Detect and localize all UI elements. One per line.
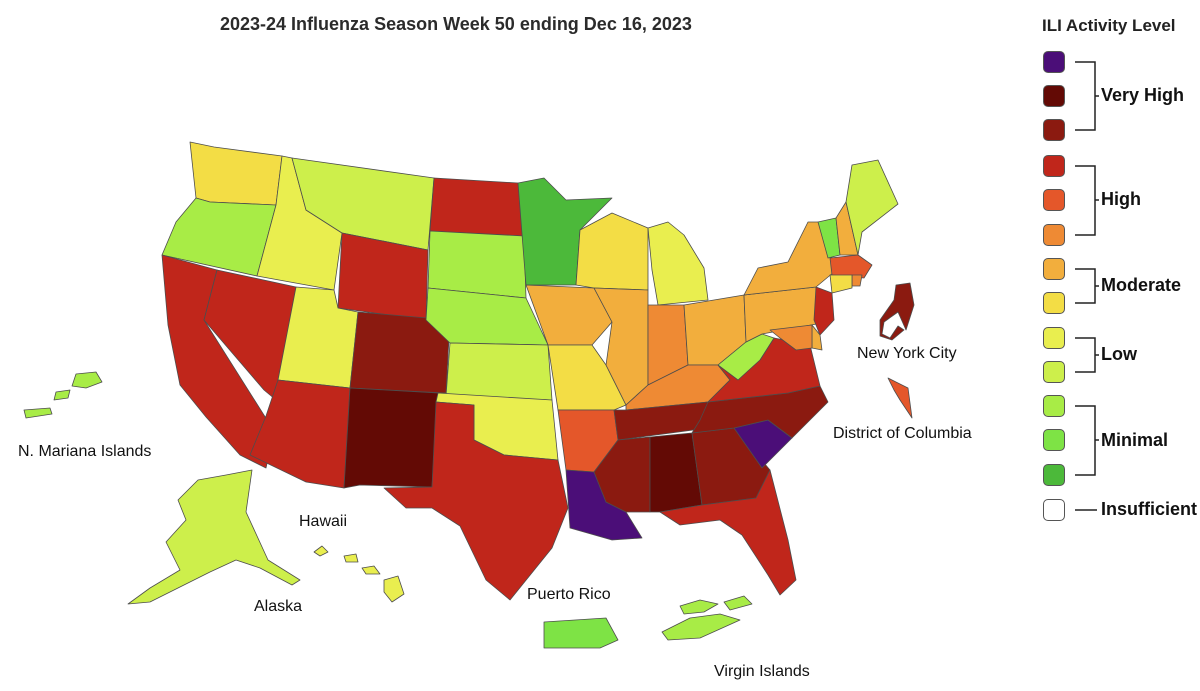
state-WA	[189, 141, 283, 206]
state-NM	[343, 387, 439, 489]
inset-DC	[887, 377, 913, 419]
legend-swatch-2	[1043, 429, 1065, 451]
label-virgin-islands: Virgin Islands	[714, 663, 810, 680]
map-title: 2023-24 Influenza Season Week 50 ending …	[220, 14, 692, 34]
legend-swatch-9	[1043, 189, 1065, 211]
state-ND	[429, 177, 525, 237]
legend-swatch-10	[1043, 155, 1065, 177]
legend-swatch-4	[1043, 361, 1065, 383]
inset-MP-1	[71, 371, 103, 389]
state-SD	[427, 230, 527, 299]
inset-NYC	[879, 282, 915, 341]
legend-title: ILI Activity Level	[1042, 16, 1176, 35]
legend-swatch-3	[1043, 395, 1065, 417]
inset-PR	[543, 617, 619, 649]
label-puerto-rico: Puerto Rico	[527, 586, 611, 603]
legend-swatch-1	[1043, 464, 1065, 486]
state-MD	[769, 324, 813, 351]
legend-swatch-5	[1043, 327, 1065, 349]
state-MA	[829, 254, 873, 279]
state-WI	[575, 212, 649, 291]
inset-HI-2	[343, 553, 359, 563]
legend-minimal: Minimal	[1101, 430, 1169, 450]
legend-low: Low	[1101, 344, 1137, 364]
inset-MP-2	[53, 389, 71, 401]
us-ili-map	[23, 141, 915, 649]
inset-HI-3	[361, 565, 381, 575]
label-alaska: Alaska	[254, 598, 303, 615]
legend-swatch-11	[1043, 119, 1065, 141]
state-NJ	[813, 286, 835, 336]
legend-swatch-13	[1043, 51, 1065, 73]
legend-swatch-6	[1043, 292, 1065, 314]
legend-moderate: Moderate	[1101, 275, 1182, 295]
inset-HI-1	[313, 545, 329, 557]
state-RI	[851, 274, 863, 287]
state-MI	[647, 221, 709, 306]
inset-VI-1	[679, 599, 719, 615]
state-NV	[203, 269, 297, 401]
legend-swatch-insufficient	[1043, 499, 1065, 521]
state-TX	[383, 401, 569, 601]
legend-insufficient: Insufficient Data	[1101, 499, 1200, 519]
label-dc: District of Columbia	[833, 425, 972, 442]
state-NE	[425, 287, 549, 346]
state-KS	[445, 342, 553, 401]
legend-swatch-7	[1043, 258, 1065, 280]
legend-brackets	[1075, 61, 1099, 511]
state-AZ	[249, 379, 351, 489]
label-hawaii: Hawaii	[299, 513, 348, 530]
legend-very-high: Very High	[1101, 85, 1185, 105]
state-CT	[829, 274, 853, 294]
state-NY	[743, 221, 835, 296]
legend-swatch-12	[1043, 85, 1065, 107]
state-IA	[525, 284, 613, 346]
label-nmi: N. Mariana Islands	[18, 443, 152, 460]
inset-AK	[127, 469, 301, 605]
state-FL	[659, 469, 797, 596]
inset-VI-2	[723, 595, 753, 611]
inset-VI-3	[661, 613, 741, 641]
legend-high: High	[1101, 189, 1141, 209]
legend-swatch-8	[1043, 224, 1065, 246]
inset-HI-4	[383, 575, 405, 603]
inset-MP-3	[23, 407, 53, 419]
label-nyc: New York City	[857, 345, 957, 362]
